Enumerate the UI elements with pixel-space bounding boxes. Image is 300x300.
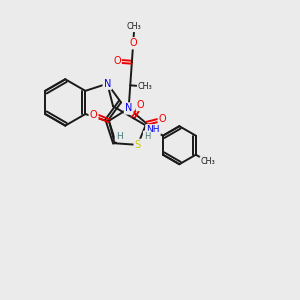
- Text: H: H: [116, 132, 122, 141]
- Text: N: N: [125, 103, 132, 113]
- Text: O: O: [159, 114, 167, 124]
- Text: N: N: [104, 79, 111, 89]
- Text: O: O: [137, 100, 145, 110]
- Text: H: H: [144, 132, 150, 141]
- Text: O: O: [90, 110, 97, 119]
- Text: CH₃: CH₃: [138, 82, 153, 91]
- Text: S: S: [135, 140, 141, 150]
- Text: CH₃: CH₃: [127, 22, 142, 31]
- Text: CH₃: CH₃: [200, 157, 215, 166]
- Text: O: O: [113, 56, 121, 66]
- Text: O: O: [129, 38, 137, 48]
- Text: NH: NH: [146, 125, 160, 134]
